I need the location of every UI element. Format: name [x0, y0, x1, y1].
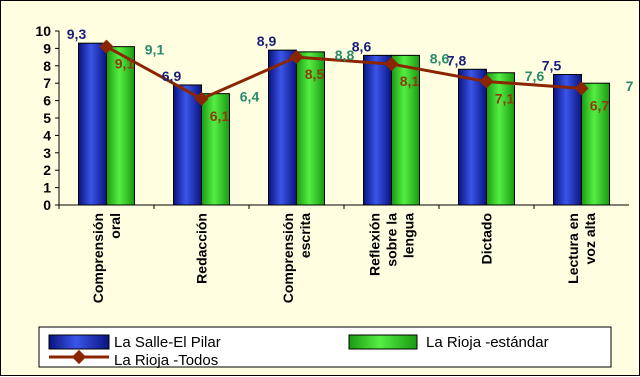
data-label-la-rioja-estandar: 8,8	[335, 47, 355, 63]
category-label: oral	[107, 213, 123, 239]
data-label-la-rioja-estandar: 7,6	[525, 68, 545, 84]
line-marker-la-rioja-todos	[289, 50, 304, 65]
data-label-la-rioja-todos: 8,5	[305, 66, 325, 82]
y-tick-label: 6	[43, 93, 51, 109]
legend-swatch-marker	[71, 349, 87, 365]
data-label-la-salle-el-pilar: 6,9	[162, 68, 182, 84]
data-label-la-salle-el-pilar: 7,5	[542, 58, 562, 74]
bars-group	[58, 42, 610, 209]
data-label-la-rioja-estandar: 9,1	[145, 42, 165, 58]
category-label: lengua	[401, 213, 417, 258]
data-label-la-rioja-todos: 7,1	[495, 90, 515, 106]
bar-la-salle-el-pilar	[458, 68, 487, 206]
bar-la-salle-el-pilar	[268, 49, 297, 206]
data-label-la-rioja-todos: 6,1	[210, 108, 230, 124]
bar-la-rioja-estandar	[201, 93, 230, 206]
legend: La Salle-El Pilar La Rioja -estándar La …	[38, 326, 612, 369]
legend-label-green: La Rioja -estándar	[426, 334, 549, 351]
line-series-group	[99, 39, 589, 106]
y-tick-label: 9	[43, 40, 51, 56]
category-label: escrita	[297, 213, 313, 258]
category-label: Reflexión	[367, 213, 383, 276]
data-label-la-rioja-estandar: 6,4	[240, 89, 260, 105]
y-tick-label: 8	[43, 58, 51, 74]
data-label-la-salle-el-pilar: 9,3	[67, 26, 87, 42]
category-label: Comprensión	[90, 213, 106, 303]
data-label-la-rioja-todos: 6,7	[590, 97, 610, 113]
data-label-la-rioja-estandar: 8,6	[430, 50, 450, 66]
data-labels: 9,39,16,96,48,98,88,68,67,87,67,579,16,1…	[67, 26, 634, 124]
category-label: Redacción	[194, 213, 210, 284]
category-label: sobre la	[384, 213, 400, 267]
legend-label-blue: La Salle-El Pilar	[114, 334, 221, 351]
y-tick-label: 0	[43, 197, 51, 213]
category-labels: Comprensión oral Redacción Comprensión escri…	[90, 213, 598, 303]
y-tick-label: 2	[43, 162, 51, 178]
data-label-la-salle-el-pilar: 8,6	[352, 38, 372, 54]
bar-la-salle-el-pilar	[363, 54, 392, 206]
category-label: voz alta	[582, 213, 598, 265]
bar-la-rioja-estandar	[581, 82, 610, 206]
line-marker-la-rioja-todos	[574, 81, 589, 96]
y-tick-label: 1	[43, 180, 51, 196]
y-tick-label: 7	[43, 75, 51, 91]
line-marker-la-rioja-todos	[479, 74, 494, 89]
bar-la-salle-el-pilar	[78, 42, 107, 206]
data-label-la-rioja-todos: 9,1	[115, 56, 135, 72]
legend-swatch-green	[348, 334, 418, 350]
y-tick-label: 3	[43, 145, 51, 161]
data-label-la-rioja-todos: 8,1	[400, 73, 420, 89]
y-axis-ticks: 01 23 456 78 910	[35, 23, 59, 213]
data-label-la-salle-el-pilar: 7,8	[447, 52, 467, 68]
data-label-la-salle-el-pilar: 8,9	[257, 33, 277, 49]
legend-label-red: La Rioja -Todos	[114, 352, 218, 369]
bar-la-rioja-estandar	[391, 54, 420, 206]
line-marker-la-rioja-todos	[384, 56, 399, 72]
bar-la-rioja-estandar	[106, 46, 135, 206]
bar-la-salle-el-pilar	[173, 84, 202, 206]
bar-la-rioja-estandar	[486, 72, 515, 206]
line-la-rioja-todos	[105, 45, 582, 101]
category-label: Comprensión	[280, 213, 296, 303]
bar-la-rioja-estandar	[296, 51, 325, 206]
legend-box	[38, 326, 612, 368]
data-label-la-rioja-estandar: 7	[626, 78, 634, 94]
y-tick-label: 5	[43, 110, 51, 126]
y-tick-label: 10	[35, 23, 51, 39]
bar-la-salle-el-pilar	[553, 74, 582, 206]
y-tick-label: 4	[43, 127, 51, 143]
category-label: Dictado	[479, 213, 495, 264]
category-label: Lectura en	[565, 213, 581, 284]
legend-swatch-blue	[48, 334, 110, 350]
